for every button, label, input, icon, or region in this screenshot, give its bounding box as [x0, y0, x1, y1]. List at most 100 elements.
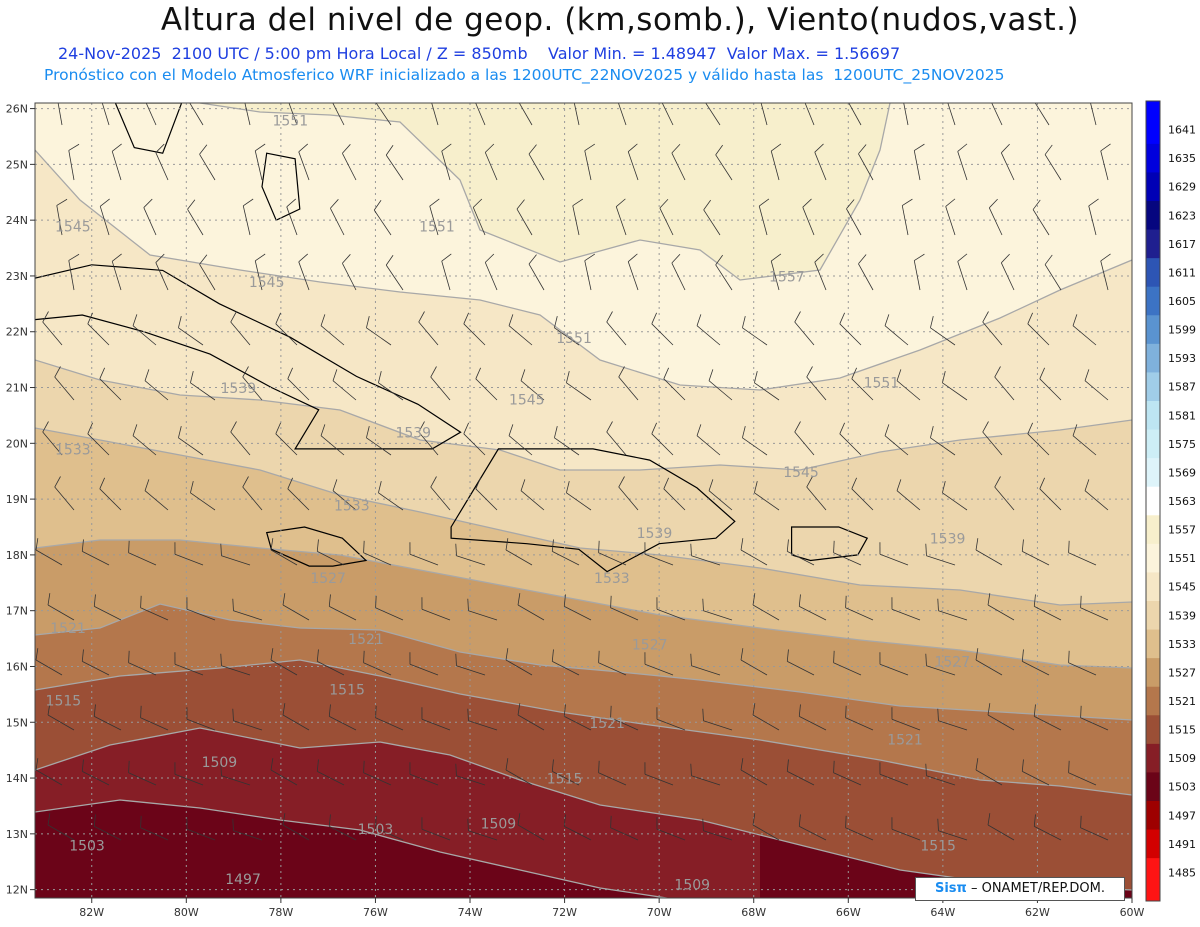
barb-flag	[366, 426, 370, 438]
barb-staff	[35, 769, 63, 786]
barb-flag	[703, 199, 711, 211]
colorbar-swatch	[1146, 715, 1160, 745]
wind-barb	[475, 367, 498, 401]
barb-staff	[101, 103, 110, 126]
wind-barb	[316, 759, 345, 786]
colorbar-label: 1497	[1168, 809, 1196, 822]
barb-flag	[833, 650, 835, 663]
colorbar-swatch	[1146, 372, 1160, 402]
barb-flag	[375, 705, 377, 718]
barb-flag	[1089, 89, 1099, 96]
barb-staff	[740, 659, 768, 676]
barb-flag	[663, 477, 669, 489]
wind-barb	[696, 424, 721, 456]
barb-staff	[938, 610, 968, 621]
barb-staff	[754, 492, 780, 511]
colorbar-label: 1533	[1168, 638, 1196, 651]
barb-staff	[988, 207, 1003, 236]
wind-barb	[988, 198, 1003, 236]
barb-staff	[475, 488, 498, 511]
barb-staff	[140, 827, 169, 841]
wind-barb	[143, 198, 157, 236]
barb-flag	[144, 479, 150, 491]
barb-staff	[1080, 827, 1109, 841]
barb-flag	[651, 422, 657, 434]
barb-staff	[468, 720, 498, 731]
wind-barb	[752, 593, 780, 621]
wind-barb	[132, 314, 157, 346]
barb-flag	[81, 539, 84, 552]
barb-flag	[270, 648, 274, 661]
wind-barb	[174, 542, 204, 566]
barb-flag	[806, 476, 813, 488]
barb-staff	[671, 152, 686, 181]
barb-flag	[957, 143, 968, 152]
wind-barb	[93, 814, 122, 841]
barb-staff	[913, 260, 921, 291]
barb-flag	[845, 595, 847, 608]
barb-staff	[975, 769, 1003, 786]
barb-flag	[220, 543, 222, 556]
barb-flag	[975, 758, 979, 771]
colorbar-swatch	[1146, 686, 1160, 716]
barb-flag	[385, 145, 394, 156]
barb-staff	[140, 607, 169, 621]
barb-staff	[270, 659, 298, 676]
contour-label: 1551	[419, 219, 455, 235]
barb-flag	[606, 311, 613, 323]
barb-flag	[798, 814, 801, 827]
barb-staff	[584, 260, 592, 291]
contour-label: 1545	[249, 275, 285, 291]
barb-staff	[317, 771, 345, 786]
barb-staff	[430, 486, 451, 511]
barb-staff	[799, 716, 827, 731]
barb-staff	[994, 486, 1015, 511]
wind-barb	[798, 814, 827, 841]
barb-staff	[221, 665, 251, 676]
barb-flag	[42, 421, 49, 433]
wind-barb	[937, 708, 968, 731]
wind-barb	[740, 758, 768, 786]
wind-barb	[651, 312, 674, 346]
barb-staff	[468, 830, 498, 841]
barb-staff	[199, 264, 216, 291]
barb-staff	[47, 604, 75, 621]
wind-barb	[644, 542, 674, 566]
wind-barb	[528, 254, 545, 291]
barb-flag	[1068, 760, 1070, 773]
lat-label: 21N	[6, 382, 28, 395]
barb-flag	[937, 598, 939, 611]
barb-staff	[833, 772, 862, 786]
wind-barb	[1000, 253, 1015, 291]
wind-barb	[328, 704, 357, 731]
barb-staff	[627, 151, 639, 181]
barb-staff	[528, 263, 545, 291]
barb-flag	[190, 481, 194, 493]
wind-barb	[81, 759, 110, 786]
wind-barb	[145, 103, 157, 126]
barb-flag	[660, 89, 668, 98]
barb-staff	[42, 321, 63, 346]
wind-barb	[421, 597, 451, 621]
wind-barb	[1021, 759, 1050, 786]
barb-flag	[378, 481, 382, 493]
contour-1551	[35, 149, 1132, 391]
barb-flag	[188, 90, 195, 99]
barb-staff	[1032, 209, 1050, 236]
barb-flag	[615, 198, 626, 207]
lon-label: 64W	[930, 906, 955, 919]
barb-staff	[942, 382, 968, 401]
barb-flag	[111, 143, 122, 152]
contour-label: 1539	[221, 381, 257, 397]
barb-staff	[691, 665, 721, 676]
barb-flag	[572, 198, 584, 206]
colorbar-label: 1491	[1168, 838, 1196, 851]
barb-staff	[913, 150, 921, 181]
wind-barb	[758, 198, 770, 236]
colorbar-label: 1521	[1168, 695, 1196, 708]
wind-barb	[35, 648, 63, 676]
barb-staff	[715, 264, 733, 291]
wind-barb	[56, 198, 68, 236]
wind-barb	[409, 652, 439, 676]
